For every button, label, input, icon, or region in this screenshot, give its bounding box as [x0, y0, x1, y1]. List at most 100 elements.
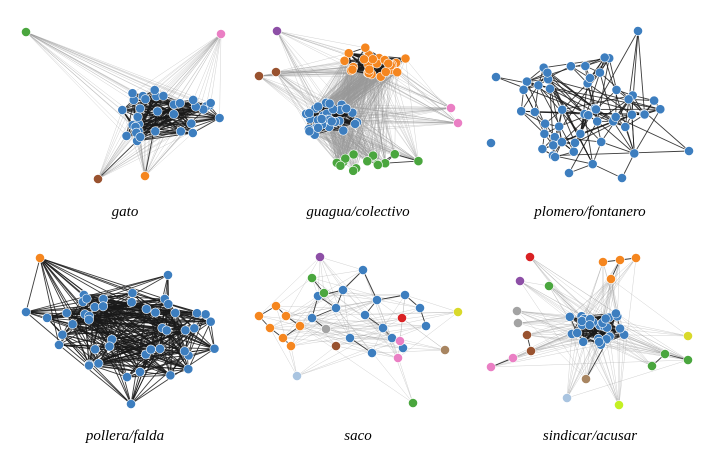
graph-node [127, 288, 138, 298]
weak-edge [269, 327, 298, 377]
weak-edge [258, 315, 384, 329]
weak-edge [342, 289, 351, 339]
weak-edge [195, 33, 222, 107]
weak-edge [321, 124, 357, 169]
strong-edge [39, 257, 169, 305]
weak-edge [369, 72, 459, 124]
weak-edge [269, 295, 319, 329]
weak-edge [276, 30, 327, 103]
graph-node [595, 67, 605, 78]
graph-node [611, 308, 621, 319]
strong-edge [83, 294, 169, 305]
graph-node [57, 329, 68, 340]
graph-node [321, 324, 331, 334]
strong-edge [184, 313, 198, 352]
strong-edge [72, 323, 171, 376]
weak-edge [384, 59, 419, 162]
weak-edge [599, 341, 689, 361]
graph-node [152, 106, 163, 117]
weak-edge [343, 130, 368, 162]
weak-edge [356, 122, 374, 156]
weak-edge [356, 73, 370, 123]
graph-node [338, 125, 349, 136]
weak-edge [376, 299, 446, 351]
weak-edge [368, 64, 379, 165]
weak-edge [355, 122, 459, 125]
weak-edge [377, 62, 397, 164]
weak-edge [402, 347, 446, 351]
strong-edge [624, 30, 639, 127]
graph-node [598, 257, 608, 267]
graph-node [446, 103, 456, 113]
strong-edge [601, 141, 635, 154]
weak-edge [319, 256, 351, 339]
strong-edge [637, 30, 646, 115]
graph-node [140, 94, 151, 105]
strong-edge [612, 121, 635, 154]
graph-node [90, 344, 100, 355]
weak-edge [290, 299, 378, 347]
weak-edge [354, 123, 419, 162]
weak-edge [323, 269, 364, 294]
weak-edge [516, 310, 572, 335]
weak-edge [355, 107, 452, 125]
weak-edge [519, 280, 570, 318]
graph-node [491, 72, 501, 82]
weak-edge [353, 66, 419, 162]
graph-node [192, 308, 202, 319]
strong-edge [130, 330, 168, 405]
strong-edge [84, 313, 185, 352]
graph-node [525, 252, 535, 262]
strong-edge [549, 88, 614, 122]
strong-edge [98, 327, 163, 364]
strong-edge [314, 121, 358, 136]
weak-edge [132, 33, 222, 94]
weak-edge [336, 122, 358, 163]
weak-edge [354, 123, 386, 164]
graph-node [512, 306, 522, 316]
weak-edge [328, 126, 354, 155]
weak-edge [205, 33, 222, 107]
weak-edge [25, 31, 127, 137]
strong-edge [547, 72, 597, 110]
graph-node [345, 333, 355, 343]
weak-edge [341, 76, 381, 105]
graph-node [542, 67, 553, 78]
weak-edge [276, 30, 319, 107]
weak-edge [345, 69, 370, 159]
graph-node [629, 148, 640, 159]
weak-edge [610, 278, 689, 337]
strong-edge [192, 117, 220, 134]
weak-edge [608, 317, 666, 355]
graph-node [550, 152, 560, 162]
weak-edge [529, 256, 582, 317]
strong-edge [46, 292, 133, 319]
graph-node [647, 361, 657, 371]
weak-edge [581, 278, 612, 322]
graph-node [186, 118, 197, 129]
graph-node [122, 372, 132, 382]
weak-edge [395, 62, 452, 109]
strong-edge [587, 82, 633, 116]
weak-edge [329, 103, 459, 124]
weak-edge [382, 327, 399, 359]
graph-node [150, 307, 161, 318]
weak-edge [404, 294, 459, 313]
weak-edge [25, 31, 144, 97]
weak-edge [353, 66, 368, 162]
graph-node [348, 149, 359, 160]
graph-node [615, 323, 625, 334]
weak-edge [368, 72, 459, 124]
weak-edge [285, 256, 321, 317]
weak-edge [25, 31, 146, 100]
graph-node [362, 156, 373, 167]
weak-edge [405, 58, 459, 124]
network-panel-saco [254, 252, 463, 408]
graph-node [335, 160, 346, 171]
weak-edge [315, 60, 345, 109]
strong-edge [362, 269, 378, 301]
weak-edge [352, 69, 386, 164]
graph-node [359, 54, 369, 65]
weak-edge [346, 108, 419, 162]
